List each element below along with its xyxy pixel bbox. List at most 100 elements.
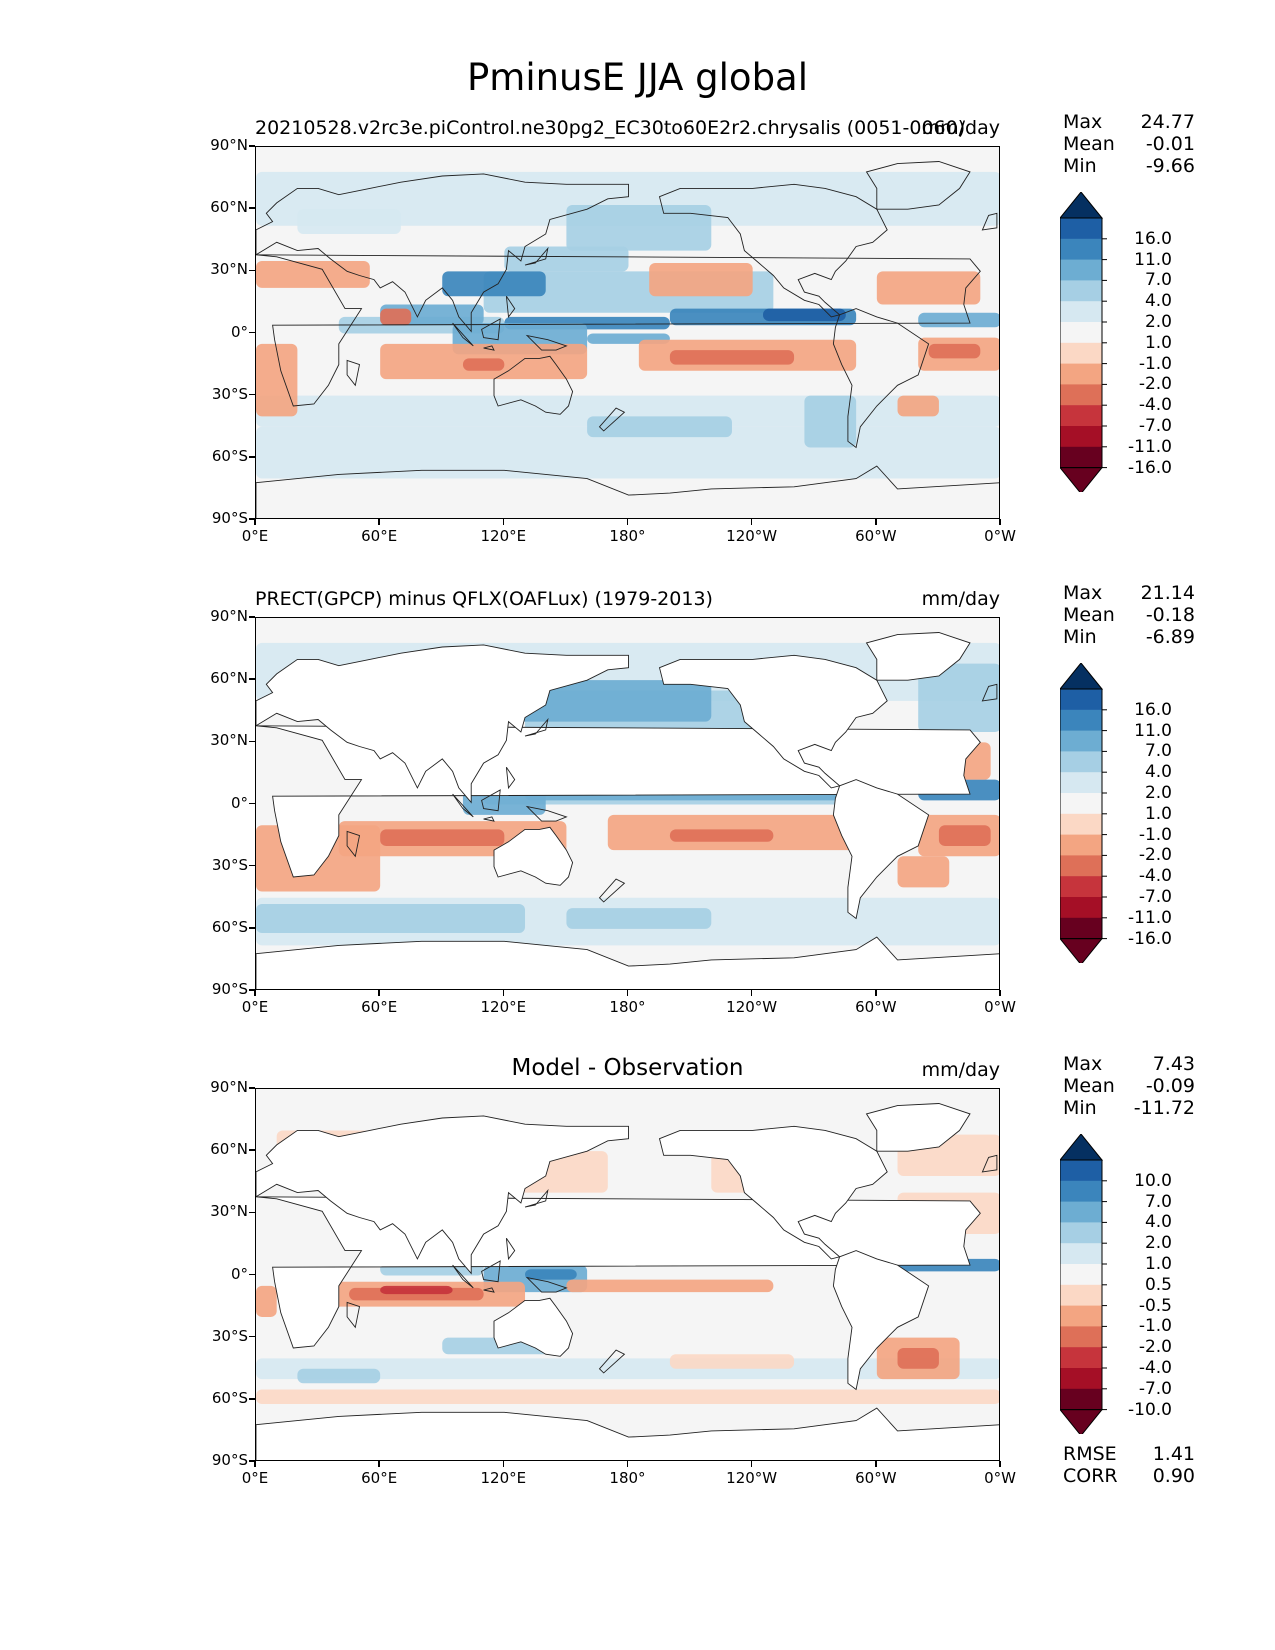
- map-svg: [256, 618, 999, 989]
- field-region: [587, 416, 732, 438]
- island-coastline: [346, 1301, 361, 1329]
- island-coastline: [505, 1237, 516, 1261]
- colorbar-tick-label: 1.0: [1144, 1254, 1172, 1274]
- colorbar-segment: [1060, 1326, 1102, 1348]
- stats-box: Max 21.14 Mean -0.18 Min -6.89: [1063, 582, 1195, 648]
- field-region: [918, 663, 999, 732]
- x-tick: [378, 519, 380, 525]
- field-region: [462, 358, 505, 371]
- colorbar-extend-max: [1060, 1134, 1104, 1161]
- x-tick-label: 0°W: [984, 1469, 1016, 1487]
- field-region: [504, 680, 712, 722]
- max-value: 24.77: [1140, 111, 1195, 133]
- map-area: [255, 1088, 1000, 1461]
- colorbar-tick-label: 4.0: [1144, 762, 1172, 783]
- field-region: [297, 209, 401, 235]
- colorbar-segment: [1060, 813, 1102, 836]
- island-coastline: [346, 830, 361, 858]
- island-coastline: [525, 334, 568, 351]
- x-tick: [254, 990, 256, 996]
- x-tick-label: 0°E: [241, 998, 269, 1016]
- x-tick: [875, 519, 877, 525]
- y-tick-label: 0°: [230, 1264, 248, 1283]
- min-label: Min: [1063, 155, 1097, 177]
- map-area: [255, 617, 1000, 990]
- colorbar: 10.0 7.0 4.0 2.0 1.0 0.5 -0.5 -1.0 -2.0 -4.0 -7.0-…: [1060, 1134, 1172, 1434]
- x-tick-label: 180°: [609, 998, 646, 1016]
- coastline: [256, 1407, 999, 1460]
- colorbar-tick-label: 7.0: [1144, 1191, 1172, 1212]
- corr-label: CORR: [1063, 1465, 1118, 1487]
- coastline: [256, 644, 629, 804]
- x-tick-label: 60°E: [361, 1469, 398, 1487]
- field-region: [566, 205, 712, 251]
- colorbar-tick-label: -2.0: [1138, 374, 1172, 395]
- y-tick: [249, 1460, 255, 1462]
- colorbar-tick-label: -7.0: [1138, 1378, 1172, 1399]
- colorbar-tick-label: -7.0: [1138, 416, 1172, 436]
- field-region: [525, 1269, 577, 1280]
- y-tick: [249, 1087, 255, 1089]
- field-region: [649, 263, 753, 297]
- coastline: [493, 1297, 574, 1357]
- colorbar-segment: [1060, 384, 1102, 406]
- x-tick-label: 120°E: [480, 527, 527, 545]
- x-tick-label: 60°E: [361, 527, 398, 545]
- colorbar-tick-label: 1.0: [1144, 803, 1172, 824]
- coastline: [256, 465, 999, 518]
- island-coastline: [505, 766, 516, 790]
- x-tick: [875, 990, 877, 996]
- y-tick: [249, 331, 255, 334]
- mean-label: Mean: [1063, 1075, 1115, 1097]
- colorbar: 16.0 11.0 7.0 4.0 2.0 1.0 -1.0 -2.0 -4.0 -7.0 -11.…: [1060, 663, 1172, 963]
- colorbar-svg: [1060, 1134, 1107, 1434]
- colorbar-tick-label: -7.0: [1138, 887, 1172, 907]
- metrics-box: RMSE 1.41 CORR 0.90: [1063, 1443, 1195, 1487]
- y-tick: [249, 269, 255, 272]
- colorbar-tick-label: -1.0: [1138, 353, 1172, 374]
- x-tick: [502, 1461, 505, 1467]
- mean-label: Mean: [1063, 133, 1115, 155]
- field-region: [256, 1285, 277, 1317]
- colorbar-segment: [1060, 405, 1102, 427]
- x-tick-label: 60°W: [855, 998, 897, 1016]
- x-tick: [999, 519, 1001, 525]
- field-region: [566, 908, 712, 929]
- colorbar-tick-label: -16.0: [1128, 928, 1172, 949]
- y-tick-label: 60°N: [210, 669, 248, 688]
- y-tick-label: 0°: [230, 793, 248, 812]
- field-region: [928, 343, 981, 359]
- x-tick-label: 120°E: [480, 1469, 527, 1487]
- colorbar-tick-label: -2.0: [1138, 845, 1172, 866]
- colorbar-tick-label: -1.0: [1138, 1316, 1172, 1337]
- y-tick: [249, 1335, 255, 1338]
- panel-observation: PRECT(GPCP) minus QFLX(OAFLux) (1979-201…: [0, 571, 1275, 1041]
- rmse-value: 1.41: [1152, 1443, 1195, 1465]
- x-tick: [378, 990, 380, 996]
- colorbar-tick-label: 7.0: [1144, 270, 1172, 291]
- colorbar-tick-label: -4.0: [1138, 395, 1172, 416]
- y-tick-label: 30°N: [210, 731, 248, 750]
- colorbar-segment: [1060, 1284, 1102, 1307]
- y-tick-label: 0°: [230, 322, 248, 341]
- colorbar-extend-max: [1060, 192, 1104, 219]
- x-tick: [999, 990, 1001, 996]
- coastline: [658, 654, 888, 789]
- y-tick: [249, 393, 255, 396]
- colorbar-segment: [1060, 689, 1102, 711]
- field-region: [442, 271, 546, 297]
- colorbar-tick-label: -11.0: [1128, 907, 1172, 928]
- field-region: [876, 271, 981, 305]
- field-region: [566, 1279, 774, 1293]
- y-tick-label: 60°S: [211, 446, 248, 465]
- coastline: [832, 1250, 930, 1391]
- y-tick: [249, 207, 255, 209]
- colorbar-extend-min: [1060, 1409, 1104, 1434]
- island-coastline: [981, 683, 998, 702]
- x-tick-label: 120°W: [726, 1469, 778, 1487]
- min-label: Min: [1063, 1097, 1097, 1119]
- mean-value: -0.01: [1145, 133, 1195, 155]
- field-region: [669, 350, 795, 365]
- colorbar-segment: [1060, 1243, 1102, 1265]
- island-coastline: [524, 246, 549, 266]
